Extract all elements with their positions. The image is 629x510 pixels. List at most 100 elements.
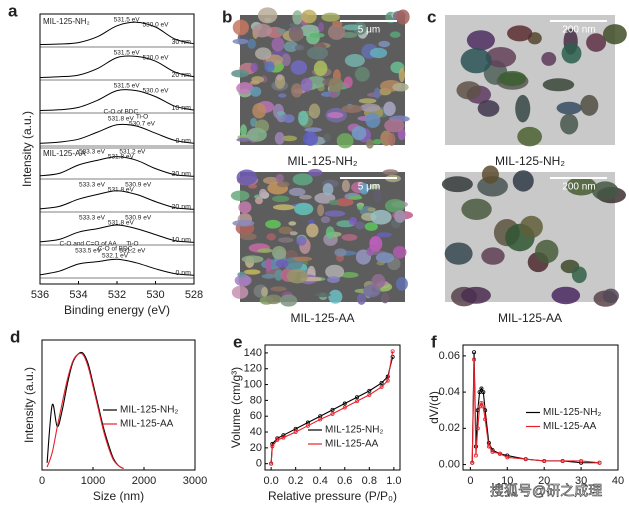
particle	[512, 170, 534, 192]
particle	[441, 176, 473, 193]
peak-annotation: 530.9 eV	[125, 182, 152, 189]
particle	[252, 23, 272, 38]
y-axis-label: Intensity (a.u.)	[20, 111, 34, 187]
particle	[232, 38, 249, 45]
particle	[580, 94, 599, 116]
plot-frame	[41, 339, 196, 471]
micrograph-caption: MIL-125-AA	[290, 311, 354, 325]
marker	[275, 437, 280, 442]
particle	[255, 197, 263, 205]
particle	[348, 217, 358, 226]
particle	[591, 181, 619, 201]
micrograph-caption: MIL-125-AA	[498, 311, 562, 325]
particle	[291, 83, 303, 98]
particle	[394, 210, 406, 223]
x-axis-label: Binding energy (eV)	[64, 303, 170, 317]
particle	[281, 135, 298, 142]
panel-label: c	[427, 7, 436, 26]
particle	[252, 103, 267, 119]
particle	[304, 127, 323, 133]
particle	[323, 133, 331, 142]
peak-annotation: C-O and C=O of AA	[59, 241, 117, 248]
peak-annotation: 530.0 eV	[142, 88, 169, 95]
particle	[265, 258, 272, 272]
particle	[325, 264, 345, 279]
particle	[313, 60, 328, 76]
particle	[306, 46, 329, 60]
particle	[383, 101, 396, 116]
particle	[566, 176, 597, 196]
y-tick-label: 0.06	[439, 350, 460, 362]
marker	[479, 400, 484, 405]
spectrum	[39, 258, 195, 276]
particle	[364, 222, 378, 231]
marker	[318, 417, 323, 422]
peak-annotation: 531.5 eV	[114, 50, 141, 57]
marker	[505, 455, 510, 460]
particle	[314, 292, 331, 298]
particle	[231, 69, 249, 78]
particle	[515, 94, 531, 123]
particle	[241, 255, 264, 264]
particle	[274, 28, 287, 34]
panel-label: d	[10, 327, 20, 346]
particle	[308, 103, 321, 119]
particle	[272, 195, 290, 203]
marker	[270, 444, 275, 449]
particle	[257, 248, 273, 253]
depth-label: 30 nm	[172, 39, 192, 46]
particle	[232, 219, 255, 227]
spectrum	[39, 190, 195, 210]
series-line	[46, 351, 124, 470]
particle	[329, 90, 338, 98]
particle	[560, 113, 579, 135]
particle	[477, 100, 500, 117]
series-line	[471, 359, 600, 464]
particle	[265, 219, 281, 229]
particle	[456, 81, 482, 100]
particle	[309, 32, 325, 38]
particle	[561, 43, 582, 64]
particle	[348, 195, 363, 200]
marker	[355, 395, 360, 400]
particle	[250, 62, 259, 73]
particle	[321, 12, 340, 22]
particle	[356, 293, 366, 305]
particle	[535, 239, 559, 264]
peak-annotation: 531.8 eV	[108, 154, 135, 161]
particle	[236, 169, 258, 186]
peak-annotation: 533.3 eV	[79, 215, 106, 222]
depth-label: 10 nm	[172, 105, 192, 112]
particle	[262, 176, 279, 185]
particle	[296, 235, 307, 246]
peak-annotation: C-O of BDC	[104, 109, 139, 116]
legend-label: MIL-125-AA	[120, 419, 174, 430]
particle	[365, 112, 381, 129]
particle	[340, 272, 359, 278]
particle	[318, 22, 325, 33]
x-tick-label: 20	[538, 475, 550, 487]
spectrum	[39, 55, 195, 79]
peak-annotation: 533.3 eV	[79, 149, 106, 156]
particle	[317, 204, 325, 217]
x-tick-label: 0.6	[337, 475, 352, 487]
x-tick-label: 40	[612, 475, 624, 487]
particle	[278, 93, 287, 98]
x-tick-label: 0.0	[263, 475, 278, 487]
particle	[325, 226, 335, 239]
particle	[395, 277, 408, 291]
x-tick-label: 0.4	[313, 475, 328, 487]
particle	[375, 252, 395, 263]
particle	[290, 60, 308, 75]
panel-label: e	[233, 332, 242, 351]
particle	[367, 207, 376, 212]
marker	[579, 458, 584, 463]
y-axis-label: Intensity (a.u.)	[22, 367, 36, 443]
x-tick-label: 0	[467, 475, 473, 487]
y-tick-label: 140	[244, 347, 262, 359]
peak-annotation: 530.7 eV	[129, 121, 156, 128]
marker	[305, 423, 310, 428]
micrograph	[441, 165, 626, 307]
marker	[597, 460, 602, 465]
x-axis-label: Relative pressure (P/P₀)	[268, 489, 397, 503]
